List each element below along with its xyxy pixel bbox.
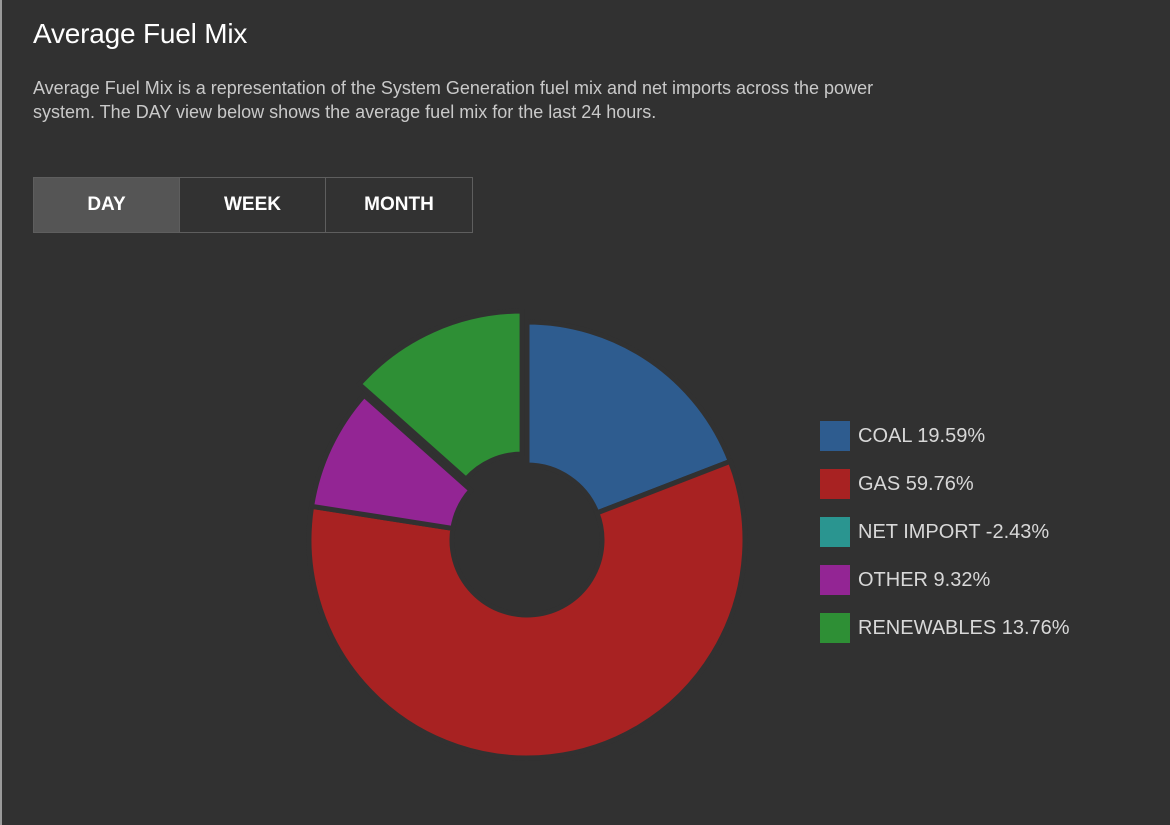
- legend-swatch-net-import: [820, 517, 850, 547]
- legend-label-net-import: NET IMPORT -2.43%: [858, 520, 1050, 543]
- legend-item-coal[interactable]: COAL 19.59%: [820, 420, 1070, 452]
- legend-label-renewables: RENEWABLES 13.76%: [858, 616, 1070, 639]
- legend-swatch-gas: [820, 469, 850, 499]
- chart-legend: COAL 19.59% GAS 59.76% NET IMPORT -2.43%…: [820, 420, 1070, 660]
- period-tabs: DAY WEEK MONTH: [33, 177, 473, 233]
- legend-label-coal: COAL 19.59%: [858, 424, 986, 447]
- tab-week[interactable]: WEEK: [180, 178, 326, 232]
- slice-gas[interactable]: [306, 458, 748, 761]
- legend-swatch-renewables: [820, 613, 850, 643]
- legend-label-other: OTHER 9.32%: [858, 568, 991, 591]
- tab-day[interactable]: DAY: [34, 178, 180, 232]
- slice-coal[interactable]: [524, 319, 734, 517]
- legend-swatch-other: [820, 565, 850, 595]
- tab-month[interactable]: MONTH: [326, 178, 472, 232]
- legend-item-net-import[interactable]: NET IMPORT -2.43%: [820, 516, 1070, 548]
- legend-item-gas[interactable]: GAS 59.76%: [820, 468, 1070, 500]
- page-description: Average Fuel Mix is a representation of …: [33, 78, 874, 122]
- page-title: Average Fuel Mix: [33, 18, 248, 49]
- slice-renewables[interactable]: [355, 308, 525, 483]
- legend-swatch-coal: [820, 421, 850, 451]
- legend-item-renewables[interactable]: RENEWABLES 13.76%: [820, 612, 1070, 644]
- legend-item-other[interactable]: OTHER 9.32%: [820, 564, 1070, 596]
- legend-label-gas: GAS 59.76%: [858, 472, 974, 495]
- slice-other[interactable]: [308, 391, 475, 532]
